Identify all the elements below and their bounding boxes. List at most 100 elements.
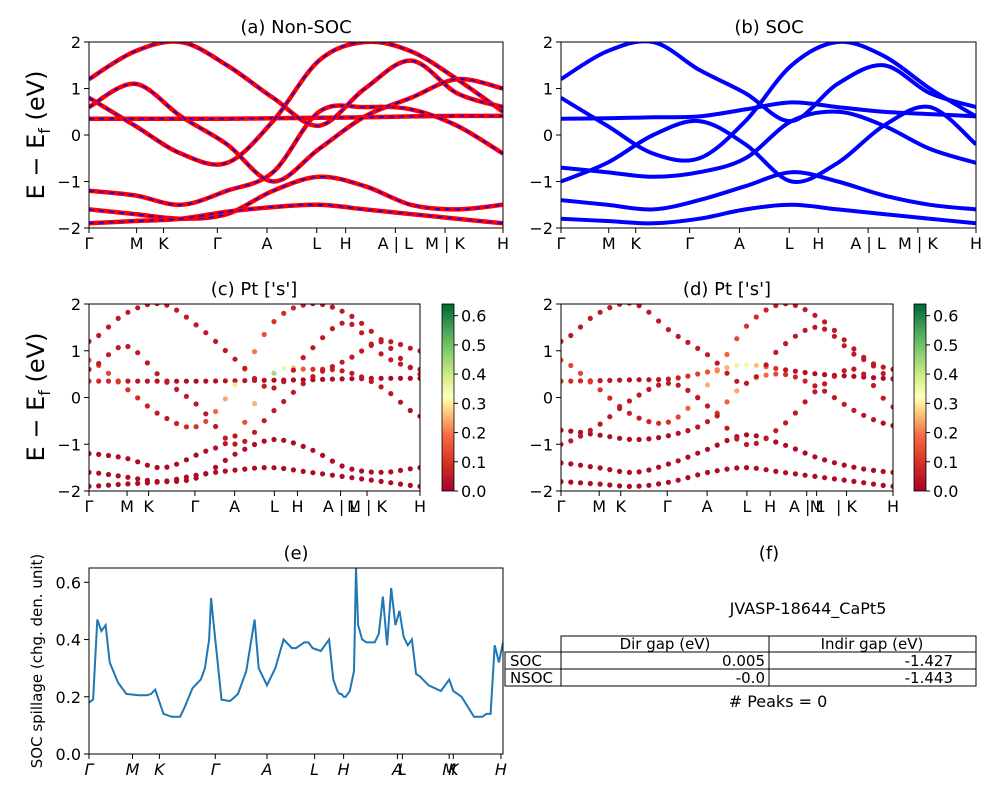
band-point xyxy=(617,468,623,474)
band-point xyxy=(242,446,248,452)
band-point xyxy=(561,338,564,344)
band-point xyxy=(880,482,886,488)
band-point xyxy=(851,373,857,379)
panel-d-colorbar xyxy=(913,303,927,492)
xtick-label: H xyxy=(414,497,426,516)
xtick-label: Γ xyxy=(213,234,222,253)
panel-e-xticks: Γ M K Γ A L H AL MK H xyxy=(85,754,507,779)
band-point xyxy=(281,310,287,316)
band-point xyxy=(870,375,877,381)
band-point xyxy=(359,320,365,326)
table-header-dir: Dir gap (eV) xyxy=(620,635,711,653)
table-row-soc-label: SOC xyxy=(510,652,542,670)
band-point xyxy=(792,410,799,416)
band-point xyxy=(261,331,267,338)
band-point xyxy=(665,419,672,425)
band-point xyxy=(724,365,730,371)
band-point xyxy=(174,386,180,392)
band-point xyxy=(783,442,789,448)
band-point xyxy=(841,337,847,343)
band-point xyxy=(802,378,808,384)
band-point xyxy=(359,348,365,354)
band-point xyxy=(812,312,818,318)
xtick-label: L xyxy=(742,497,751,516)
panel-e-ylabel: SOC spillage (chg. den. unit) xyxy=(28,554,46,769)
band-point xyxy=(271,377,277,383)
band-point xyxy=(213,338,219,344)
band-point xyxy=(125,456,131,462)
ytick-label: 2 xyxy=(71,33,81,52)
band-point xyxy=(695,371,701,377)
colorbar-tick-label: 0.2 xyxy=(933,424,958,443)
panel-e-frame xyxy=(88,567,504,755)
band-point xyxy=(831,476,838,482)
band-point xyxy=(870,361,877,367)
band-point xyxy=(89,483,92,489)
band-point xyxy=(89,357,92,363)
panel-d-frame xyxy=(560,303,894,492)
band-point xyxy=(695,345,701,351)
band-point xyxy=(831,333,838,339)
colorbar-tick-label: 0.4 xyxy=(933,365,958,384)
colorbar-tick-label: 0.3 xyxy=(461,394,486,413)
band-point xyxy=(310,304,316,307)
band-point xyxy=(626,377,633,383)
band-point xyxy=(144,360,150,366)
band-point xyxy=(880,375,886,381)
xtick-label: A | L xyxy=(323,497,359,516)
band-point xyxy=(368,477,374,483)
xtick-label: L xyxy=(310,760,319,779)
band-point xyxy=(773,304,779,309)
band-point xyxy=(368,378,374,385)
band-point xyxy=(597,387,603,393)
ytick-label: −1 xyxy=(57,435,81,454)
band-point xyxy=(144,403,150,409)
panel-a-title: (a) Non-SOC xyxy=(240,17,351,38)
band-point xyxy=(577,433,584,439)
band-point xyxy=(656,318,662,324)
xtick-label: Γ xyxy=(557,497,566,516)
band-point xyxy=(880,370,886,377)
band-point xyxy=(183,424,189,430)
band-point xyxy=(626,304,632,306)
band-point xyxy=(822,381,828,387)
band-point xyxy=(743,441,750,448)
band-point xyxy=(407,375,413,381)
band-point xyxy=(242,438,248,444)
band-point xyxy=(232,382,238,388)
band-point xyxy=(96,332,102,339)
xtick-label: A xyxy=(261,760,273,779)
xtick-label: M xyxy=(602,234,616,253)
band-point xyxy=(890,376,893,382)
panel-e: (e) SOC spillage (chg. den. unit) 0.0 0.2… xyxy=(28,543,507,779)
band-point xyxy=(349,466,355,472)
band-point xyxy=(290,440,296,446)
band-point xyxy=(89,451,92,457)
band-point xyxy=(724,370,730,376)
band-point xyxy=(695,472,701,478)
band-point xyxy=(851,478,857,484)
band-point xyxy=(636,415,642,421)
xtick-label: H xyxy=(340,234,352,253)
xtick-label: H xyxy=(812,234,824,253)
band-point xyxy=(164,464,170,470)
band-point xyxy=(271,370,277,376)
band-point xyxy=(636,483,642,489)
band-point xyxy=(349,321,355,327)
band-point xyxy=(105,370,112,376)
band-point xyxy=(665,380,672,386)
band-point xyxy=(763,372,769,378)
band-point xyxy=(290,467,296,473)
band-point xyxy=(822,475,828,481)
band-point xyxy=(378,384,384,390)
xtick-label: M | K xyxy=(898,234,938,253)
band-point xyxy=(397,341,404,348)
band-point xyxy=(861,480,867,486)
band-point xyxy=(597,432,603,438)
band-point xyxy=(174,461,180,467)
band-point xyxy=(251,375,258,382)
band-point xyxy=(568,479,574,485)
band-point xyxy=(388,345,394,351)
band-point xyxy=(704,446,711,452)
